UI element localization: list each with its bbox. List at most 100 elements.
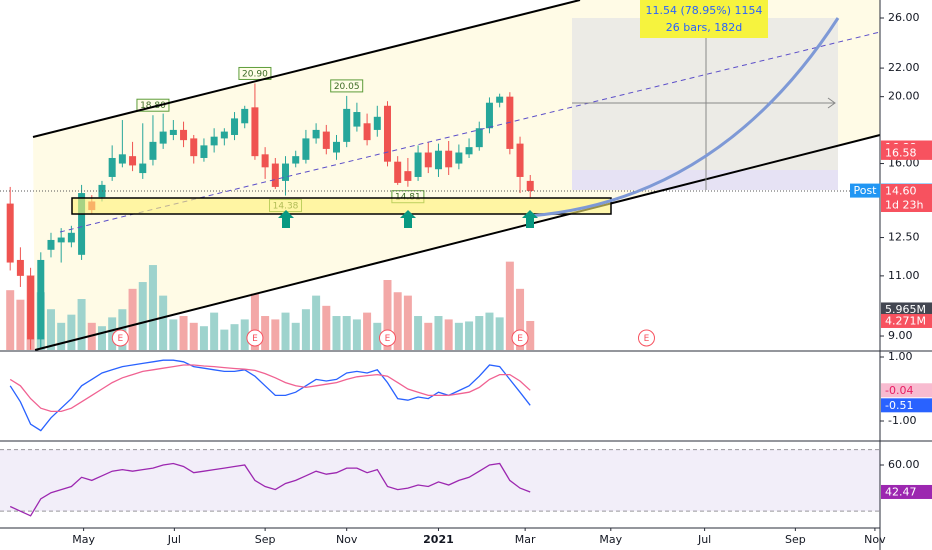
volume-bar — [505, 261, 514, 350]
candle-body — [485, 102, 493, 129]
volume-bar — [291, 322, 300, 350]
arrows — [278, 210, 538, 228]
volume-bar — [281, 312, 290, 350]
measure-text: 11.54 (78.95%) 1154 — [645, 4, 762, 17]
candle-body — [149, 141, 157, 160]
y-tick-label: -1.00 — [888, 414, 916, 427]
candle-body — [394, 161, 402, 183]
x-tick-label: Jul — [167, 533, 181, 546]
candle-body — [169, 129, 177, 135]
candle-body — [475, 128, 483, 148]
earnings-label: E — [517, 334, 523, 344]
candle-body — [190, 138, 198, 157]
volume-bar — [485, 312, 494, 350]
volume-bar — [138, 282, 147, 350]
volume-bar — [6, 290, 15, 350]
series: 26.0022.0020.0016.0012.5011.009.0020.901… — [0, 11, 920, 546]
candle-body — [98, 184, 106, 198]
volume-bar — [373, 322, 382, 350]
volume-bar — [189, 322, 198, 350]
earnings-marker — [378, 329, 396, 347]
volume-bar — [210, 312, 219, 350]
earnings-label: E — [252, 334, 258, 344]
price-tag — [881, 313, 932, 328]
candle-body — [37, 259, 45, 340]
channel-lower — [34, 134, 881, 351]
candle-body — [312, 129, 320, 139]
volume-bar — [475, 316, 484, 350]
hl-label: 20.05 — [334, 82, 360, 92]
x-tick-label: Sep — [255, 533, 276, 546]
candle-body — [129, 156, 137, 166]
candle-body — [353, 112, 361, 127]
candle-body — [200, 145, 208, 158]
candle-body — [414, 152, 422, 177]
y-tick-label: 22.00 — [888, 61, 920, 74]
volume-bar — [271, 319, 280, 350]
volume-bar — [444, 319, 453, 350]
volume-bar — [118, 309, 127, 350]
candle-body — [526, 180, 534, 191]
volume-bar — [220, 329, 229, 350]
volume-bar — [495, 317, 504, 350]
volume-bar — [159, 295, 168, 350]
y-tick-label: 11.00 — [888, 269, 920, 282]
candle-body — [47, 239, 55, 250]
volume-bar — [46, 309, 55, 350]
volume-bar — [230, 324, 239, 350]
candle-body — [282, 163, 290, 181]
candle-body — [465, 147, 473, 155]
candle-body — [292, 156, 300, 164]
measure-arrow — [827, 97, 836, 109]
indicator-line — [9, 364, 531, 413]
volume-bar — [424, 322, 433, 350]
volume-bar — [97, 326, 106, 350]
x-tick-label: May — [72, 533, 95, 546]
y-tick-label: 26.00 — [888, 11, 920, 24]
candle-body — [271, 163, 279, 187]
channel-mid — [59, 31, 881, 233]
up-arrow — [278, 210, 294, 228]
candle-body — [6, 203, 14, 263]
earnings-label: E — [644, 334, 650, 344]
candle-body — [241, 108, 249, 124]
candle-body — [78, 193, 86, 255]
volume-bar — [383, 280, 392, 350]
hl-label-box — [238, 66, 272, 80]
x-tick-label: Sep — [785, 533, 806, 546]
up-arrow — [400, 210, 416, 228]
candle-body — [16, 259, 24, 276]
volume-bar — [250, 293, 259, 350]
candle-body — [383, 105, 391, 162]
indicator-line — [9, 359, 531, 432]
post-box — [850, 183, 880, 198]
volume-bar — [465, 321, 474, 350]
volume-bar — [261, 316, 270, 350]
price-tag-label: 4.271M — [885, 314, 926, 327]
candle-body — [333, 141, 341, 153]
price-tag-label: 14.60 — [885, 184, 917, 197]
candle-body — [516, 143, 524, 177]
price-tag-label: -0.51 — [885, 399, 913, 412]
candle-body — [455, 152, 463, 164]
channel-upper — [32, 0, 581, 138]
indicator-line — [9, 462, 531, 517]
volume-bar — [352, 319, 361, 350]
earnings-marker — [111, 329, 129, 347]
hl-label: 20.90 — [242, 69, 268, 79]
candle-body — [118, 154, 126, 164]
volume-bar — [240, 319, 249, 350]
earnings-marker — [511, 329, 529, 347]
earnings-label: E — [117, 334, 123, 344]
volume-bar — [414, 316, 423, 350]
x-tick-label: Jul — [697, 533, 711, 546]
volume-bar — [454, 322, 463, 350]
price-tag-label: 5.965M — [885, 303, 926, 316]
measure-label-box — [640, 0, 768, 38]
candle-body — [220, 131, 228, 139]
countdown-box — [881, 197, 932, 212]
candle-body — [322, 131, 330, 149]
countdown-label: 1d 23h — [885, 198, 923, 211]
hl-label-box — [330, 79, 364, 93]
